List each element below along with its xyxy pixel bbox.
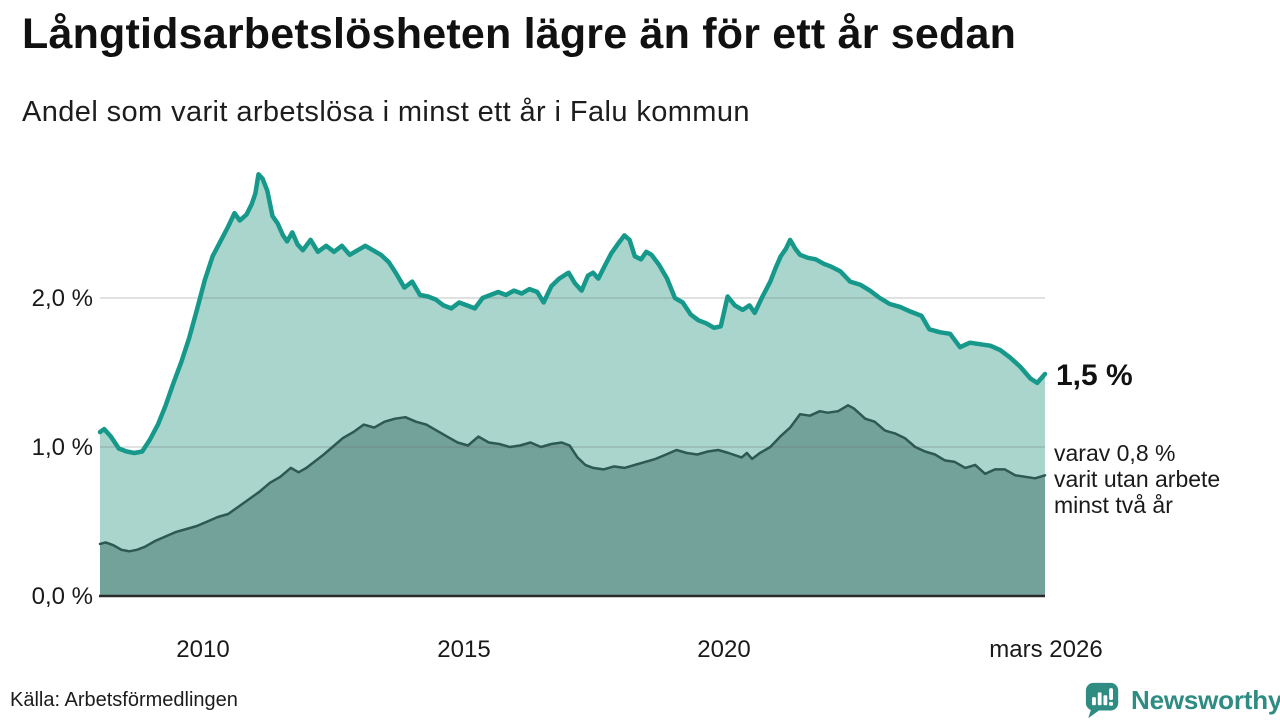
y-tick-1: 1,0 %: [32, 434, 93, 461]
chart-layers: [97, 172, 1048, 598]
minst-ett-ar-line: [97, 172, 1048, 456]
y-tick-2: 2,0 %: [32, 285, 93, 312]
minst-tva-ar-line: [98, 404, 1047, 553]
x-tick-2020: 2020: [697, 636, 750, 663]
x-tick-2015: 2015: [437, 636, 490, 663]
x-axis: 2010 2015 2020 mars 2026: [176, 636, 1102, 663]
end-value-label-sub: varav 0,8 % varit utan arbete minst två …: [1054, 440, 1221, 518]
brand-logo: Newsworthy: [1084, 681, 1280, 720]
y-tick-0: 0,0 %: [32, 583, 93, 610]
x-tick-mars-2026: mars 2026: [989, 636, 1102, 663]
newsworthy-icon: [1085, 682, 1119, 719]
end-value-label-total: 1,5 %: [1056, 359, 1133, 392]
page-title: Långtidsarbetslösheten lägre än för ett …: [22, 10, 1017, 58]
chart-subtitle: Andel som varit arbetslösa i minst ett å…: [22, 96, 750, 128]
source-note: Källa: Arbetsförmedlingen: [10, 689, 238, 711]
minst-tva-ar-area: [100, 405, 1045, 596]
brand-name: Newsworthy: [1131, 685, 1280, 715]
x-tick-2010: 2010: [176, 636, 229, 663]
y-axis: 0,0 % 1,0 % 2,0 %: [32, 285, 93, 610]
